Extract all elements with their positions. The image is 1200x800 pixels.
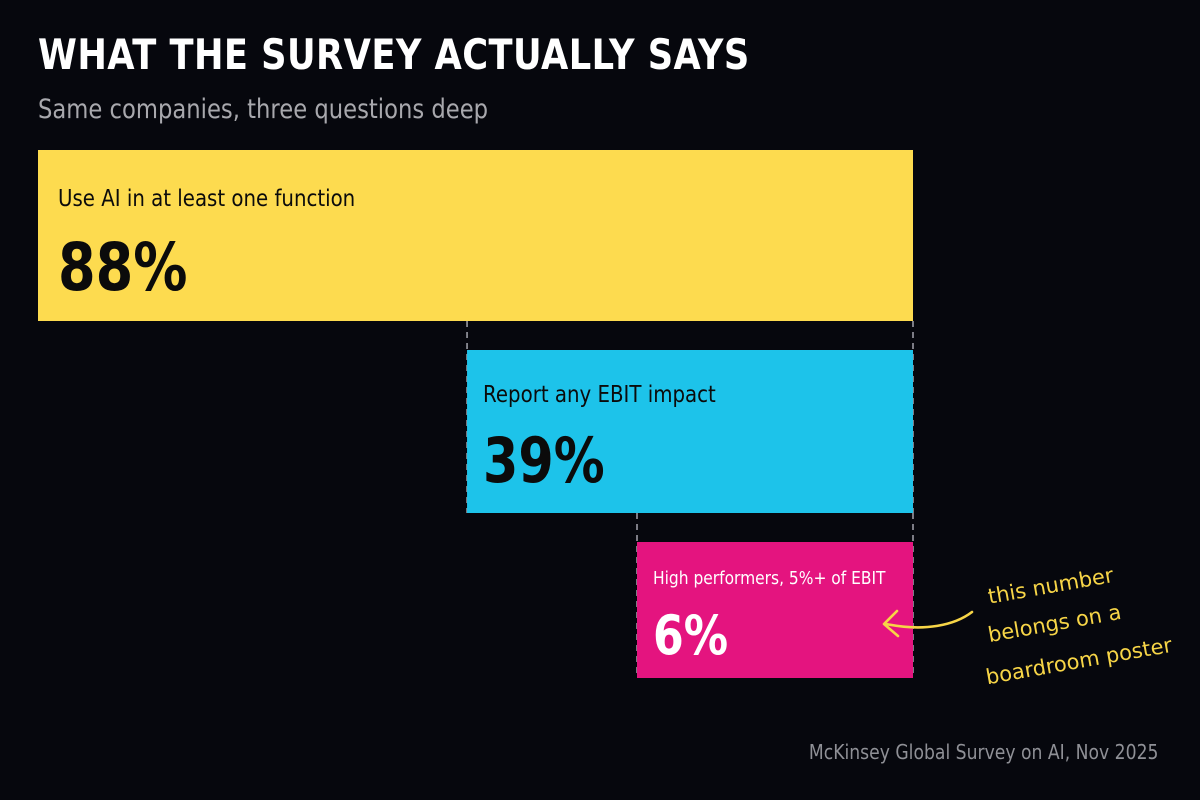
bar-label-3: High performers, 5%+ of EBIT bbox=[653, 567, 886, 588]
annotation-line-2: belongs on a bbox=[986, 600, 1123, 647]
bar-value-1: 88% bbox=[58, 230, 188, 307]
bar-label-1: Use AI in at least one function bbox=[58, 186, 355, 213]
bar-1 bbox=[38, 150, 913, 321]
bar-2 bbox=[467, 350, 913, 513]
page-subtitle: Same companies, three questions deep bbox=[38, 94, 489, 125]
annotation-arrow bbox=[884, 610, 974, 629]
annotation-arrowhead bbox=[882, 609, 900, 638]
annotation-line-1: this number bbox=[986, 563, 1116, 609]
bar-label-2: Report any EBIT impact bbox=[483, 382, 716, 409]
bar-value-3: 6% bbox=[653, 604, 728, 667]
bars-group: Use AI in at least one function 88% Report… bbox=[38, 150, 913, 678]
bar-3 bbox=[637, 542, 913, 678]
page-title: WHAT THE SURVEY ACTUALLY SAYS bbox=[38, 30, 750, 79]
source-note: McKinsey Global Survey on AI, Nov 2025 bbox=[808, 740, 1158, 764]
bar-value-2: 39% bbox=[483, 425, 605, 497]
